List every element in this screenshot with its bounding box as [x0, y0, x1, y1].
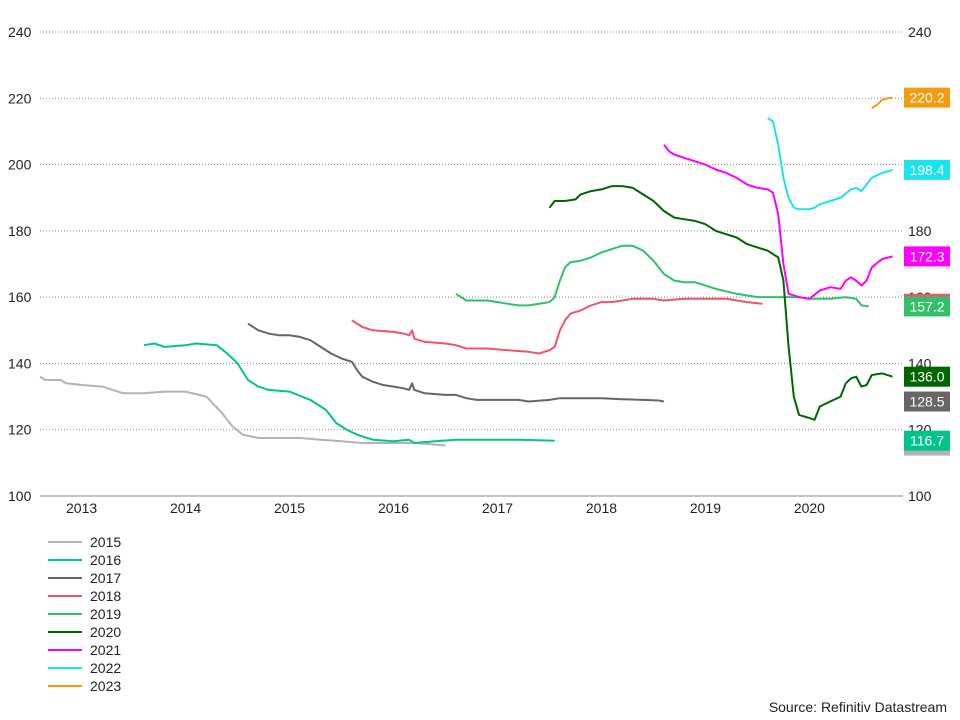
x-tick-label: 2016 — [378, 500, 409, 516]
source-note: Source: Refinitiv Datastream — [768, 699, 947, 715]
legend-swatch — [48, 541, 82, 543]
y-tick-label-right: 180 — [908, 223, 932, 239]
legend-swatch — [48, 559, 82, 561]
y-axis-left-ticks: 100 120 140 160 180 200 220 240 — [8, 24, 32, 504]
legend-item: 2023 — [48, 677, 121, 695]
legend-swatch — [48, 577, 82, 579]
end-label-2022: 198.4 — [909, 162, 944, 178]
y-tick-label-left: 220 — [8, 90, 32, 106]
legend-item: 2018 — [48, 587, 121, 605]
end-label-box-2019 — [904, 296, 950, 317]
x-tick-label: 2014 — [170, 500, 201, 516]
end-label-box-2016 — [904, 430, 950, 451]
gridlines — [40, 31, 903, 497]
y-tick-label-left: 160 — [8, 289, 32, 305]
y-tick-label-right: 100 — [908, 488, 932, 504]
end-label-box-2017 — [904, 391, 950, 412]
legend-label: 2022 — [90, 660, 122, 676]
end-label-box-2023 — [904, 87, 950, 108]
legend-swatch — [48, 649, 82, 651]
legend-swatch — [48, 685, 82, 687]
series-line-2016 — [143, 342, 555, 444]
series-lines — [39, 96, 893, 447]
y-tick-label-left: 100 — [8, 488, 32, 504]
series-line-2023 — [871, 96, 893, 110]
x-tick-label: 2013 — [66, 500, 97, 516]
series-line-2019 — [455, 244, 869, 308]
legend: 2015 2016 2017 2018 2019 2020 2021 2022 2023 — [48, 533, 121, 695]
legend-label: 2021 — [90, 642, 122, 658]
series-line-2018 — [351, 297, 763, 355]
legend-label: 2019 — [90, 606, 122, 622]
y-tick-label-left: 200 — [8, 157, 32, 173]
series-line-2020 — [548, 185, 893, 421]
legend-item: 2015 — [48, 533, 121, 551]
x-tick-label: 2017 — [482, 500, 513, 516]
legend-item: 2017 — [48, 569, 121, 587]
legend-label: 2020 — [90, 624, 122, 640]
series-line-2021 — [663, 144, 893, 300]
legend-label: 2018 — [90, 588, 122, 604]
end-label-box-2022 — [904, 159, 950, 180]
end-label-2017: 128.5 — [909, 394, 944, 410]
y-tick-label-left: 120 — [8, 422, 32, 438]
series-line-2022 — [767, 117, 893, 211]
y-tick-label-left: 180 — [8, 223, 32, 239]
y-tick-label-right: 240 — [908, 24, 932, 40]
legend-swatch — [48, 667, 82, 669]
line-chart: 100 120 140 160 180 200 220 240 100 120 140 160 180… — [8, 24, 950, 516]
legend-item: 2019 — [48, 605, 121, 623]
legend-swatch — [48, 631, 82, 633]
legend-item: 2021 — [48, 641, 121, 659]
legend-label: 2023 — [90, 678, 122, 694]
legend-swatch — [48, 595, 82, 597]
series-line-2017 — [247, 322, 665, 403]
end-label-2020: 136.0 — [909, 369, 944, 385]
x-axis-ticks: 2013 2014 2015 2016 2017 2018 2019 2020 — [66, 500, 825, 516]
end-label-2023: 220.2 — [909, 90, 944, 106]
end-label-box-2021 — [904, 246, 950, 267]
end-label-2019: 157.2 — [909, 298, 944, 314]
x-tick-label: 2018 — [586, 500, 617, 516]
legend-item: 2022 — [48, 659, 121, 677]
x-tick-label: 2015 — [274, 500, 305, 516]
end-label-2021: 172.3 — [909, 248, 944, 264]
legend-swatch — [48, 613, 82, 615]
legend-item: 2020 — [48, 623, 121, 641]
x-tick-label: 2020 — [794, 500, 825, 516]
legend-label: 2015 — [90, 534, 122, 550]
legend-label: 2017 — [90, 570, 122, 586]
series-end-labels: 115.2116.7128.5158.0157.2136.0172.3198.4… — [904, 87, 950, 456]
x-tick-label: 2019 — [690, 500, 721, 516]
y-tick-label-left: 240 — [8, 24, 32, 40]
legend-label: 2016 — [90, 552, 122, 568]
y-tick-label-left: 140 — [8, 355, 32, 371]
series-line-2015 — [39, 375, 446, 447]
legend-item: 2016 — [48, 551, 121, 569]
end-label-2016: 116.7 — [910, 433, 944, 449]
end-label-box-2020 — [904, 366, 950, 387]
